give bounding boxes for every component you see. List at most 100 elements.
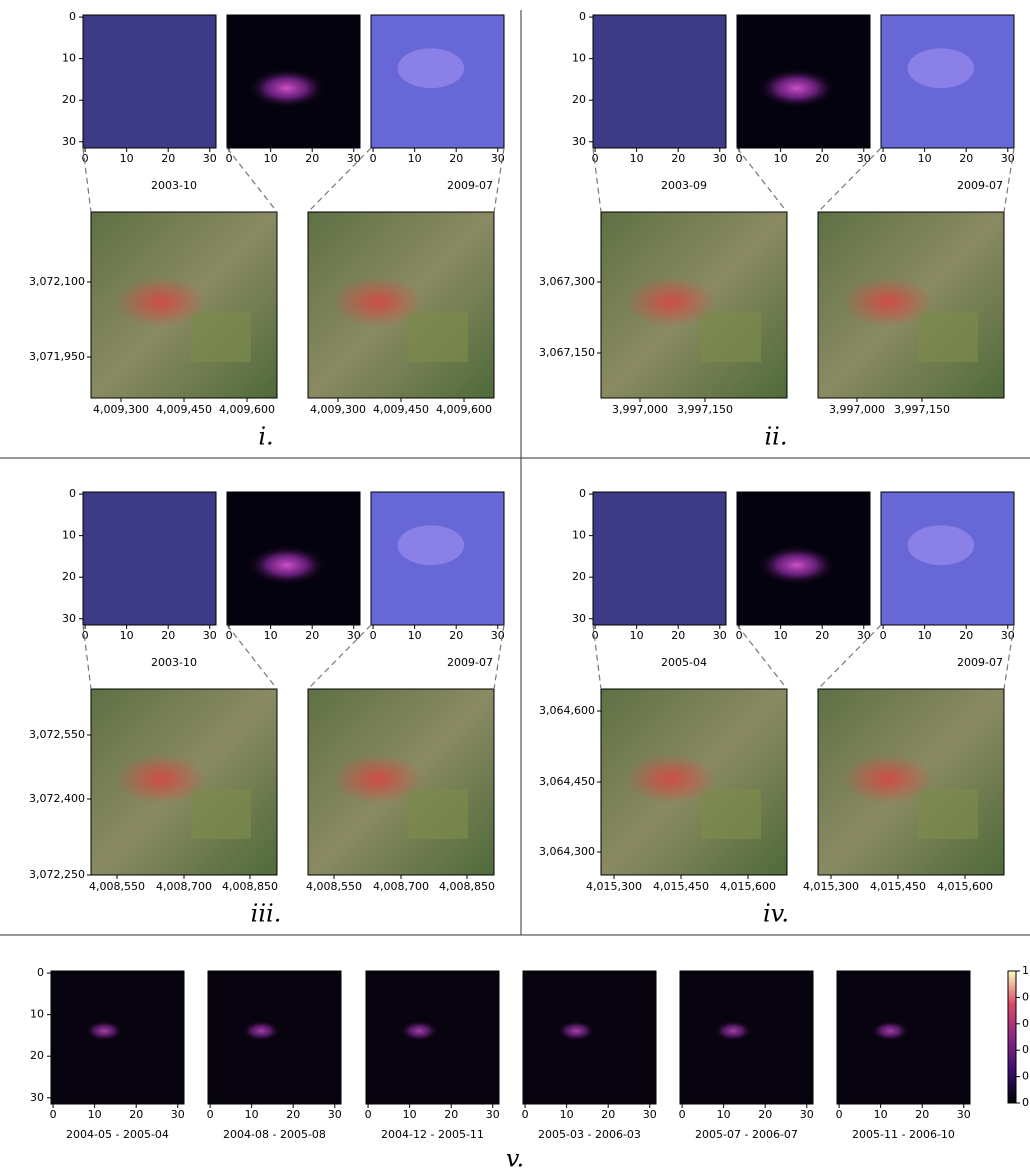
x-tick-label: 20 <box>129 1108 143 1121</box>
heatmap <box>83 492 216 625</box>
colorbar <box>1008 971 1016 1103</box>
caption: 2005-11 - 2006-10 <box>852 1128 955 1141</box>
x-tick-label: 10 <box>264 152 278 165</box>
date-label: 2003-10 <box>151 179 197 192</box>
x-tick-label: 4,008,700 <box>373 880 429 893</box>
colorbar-tick-label: 0.6 <box>1022 1017 1030 1030</box>
x-tick-label: 20 <box>959 629 973 642</box>
y-tick-label: 20 <box>572 93 586 106</box>
y-tick-label: 0 <box>579 487 586 500</box>
panel-label: iv. <box>763 900 789 928</box>
y-tick-label: 3,072,400 <box>29 792 85 805</box>
x-tick-label: 10 <box>408 629 422 642</box>
y-tick-label: 30 <box>62 135 76 148</box>
x-tick-label: 4,015,300 <box>586 880 642 893</box>
x-tick-label: 4,008,850 <box>439 880 495 893</box>
x-tick-label: 10 <box>88 1108 102 1121</box>
x-tick-label: 10 <box>245 1108 259 1121</box>
x-tick-label: 10 <box>717 1108 731 1121</box>
x-tick-label: 10 <box>264 629 278 642</box>
x-tick-label: 0 <box>736 629 743 642</box>
colorbar-tick-label: 0.4 <box>1022 1043 1030 1056</box>
heatmap-blob <box>399 1020 439 1041</box>
heatmap-blob <box>84 1020 124 1041</box>
y-tick-label: 10 <box>30 1008 44 1021</box>
x-tick-label: 0 <box>836 1108 843 1121</box>
y-tick-label: 30 <box>572 135 586 148</box>
caption: 2004-12 - 2005-11 <box>381 1128 484 1141</box>
change-overlay <box>116 277 206 327</box>
heatmap-blob <box>870 1020 910 1041</box>
date-label: 2009-07 <box>957 179 1003 192</box>
date-label: 2009-07 <box>447 179 493 192</box>
x-tick-label: 3,997,150 <box>894 403 950 416</box>
change-overlay <box>333 277 423 327</box>
x-tick-label: 10 <box>408 152 422 165</box>
figure: 0 0 10 10 20 20 30 30 0 10 20 30 0 10 20 30 2003-10 2009-… <box>0 0 1030 1171</box>
colorbar-tick-label: 0.0 <box>1022 1096 1030 1109</box>
y-tick-label: 10 <box>62 529 76 542</box>
y-tick-label: 30 <box>62 612 76 625</box>
y-tick-label: 30 <box>30 1091 44 1104</box>
x-tick-label: 10 <box>120 629 134 642</box>
x-tick-label: 4,015,600 <box>720 880 776 893</box>
x-tick-label: 3,997,000 <box>612 403 668 416</box>
x-tick-label: 30 <box>857 152 871 165</box>
x-tick-label: 4,015,450 <box>870 880 926 893</box>
x-tick-label: 20 <box>959 152 973 165</box>
x-tick-label: 4,008,850 <box>222 880 278 893</box>
field <box>191 312 251 362</box>
x-tick-label: 0 <box>880 629 887 642</box>
x-tick-label: 30 <box>713 629 727 642</box>
x-tick-label: 30 <box>486 1108 500 1121</box>
x-tick-label: 30 <box>857 629 871 642</box>
heatmap-blob <box>908 48 975 88</box>
heatmap-blob <box>398 48 465 88</box>
field <box>918 789 978 839</box>
x-tick-label: 0 <box>365 1108 372 1121</box>
x-tick-label: 30 <box>328 1108 342 1121</box>
y-tick-label: 10 <box>62 52 76 65</box>
heatmap <box>593 15 726 148</box>
x-tick-label: 10 <box>774 152 788 165</box>
y-tick-label: 0 <box>579 10 586 23</box>
heatmap-blob <box>713 1020 753 1041</box>
heatmap-blob <box>398 525 465 565</box>
x-tick-label: 4,008,550 <box>306 880 362 893</box>
x-tick-label: 20 <box>444 1108 458 1121</box>
panel-label: v. <box>506 1145 524 1171</box>
x-tick-label: 0 <box>679 1108 686 1121</box>
x-tick-label: 10 <box>918 629 932 642</box>
x-tick-label: 4,009,300 <box>310 403 366 416</box>
y-tick-label: 20 <box>30 1049 44 1062</box>
y-tick-label: 20 <box>62 570 76 583</box>
x-tick-label: 10 <box>630 152 644 165</box>
heatmap <box>593 492 726 625</box>
x-tick-label: 4,009,450 <box>156 403 212 416</box>
change-overlay <box>116 754 206 804</box>
heatmap-blob <box>757 68 837 108</box>
y-tick-label: 30 <box>572 612 586 625</box>
change-overlay <box>843 277 933 327</box>
x-tick-label: 4,008,550 <box>89 880 145 893</box>
x-tick-label: 4,009,300 <box>93 403 149 416</box>
x-tick-label: 4,009,600 <box>219 403 275 416</box>
field <box>701 312 761 362</box>
x-tick-label: 10 <box>630 629 644 642</box>
x-tick-label: 4,015,300 <box>803 880 859 893</box>
colorbar-tick-label: 1.0 <box>1022 964 1030 977</box>
y-tick-label: 3,067,150 <box>539 346 595 359</box>
x-tick-label: 4,009,450 <box>373 403 429 416</box>
heatmap-blob <box>247 545 327 585</box>
x-tick-label: 20 <box>161 152 175 165</box>
x-tick-label: 10 <box>560 1108 574 1121</box>
date-label: 2005-04 <box>661 656 707 669</box>
x-tick-label: 3,997,000 <box>829 403 885 416</box>
x-tick-label: 10 <box>874 1108 888 1121</box>
date-label: 2009-07 <box>957 656 1003 669</box>
x-tick-label: 20 <box>286 1108 300 1121</box>
x-tick-label: 30 <box>203 629 217 642</box>
x-tick-label: 20 <box>671 152 685 165</box>
y-tick-label: 3,072,100 <box>29 275 85 288</box>
date-label: 2003-09 <box>661 179 707 192</box>
